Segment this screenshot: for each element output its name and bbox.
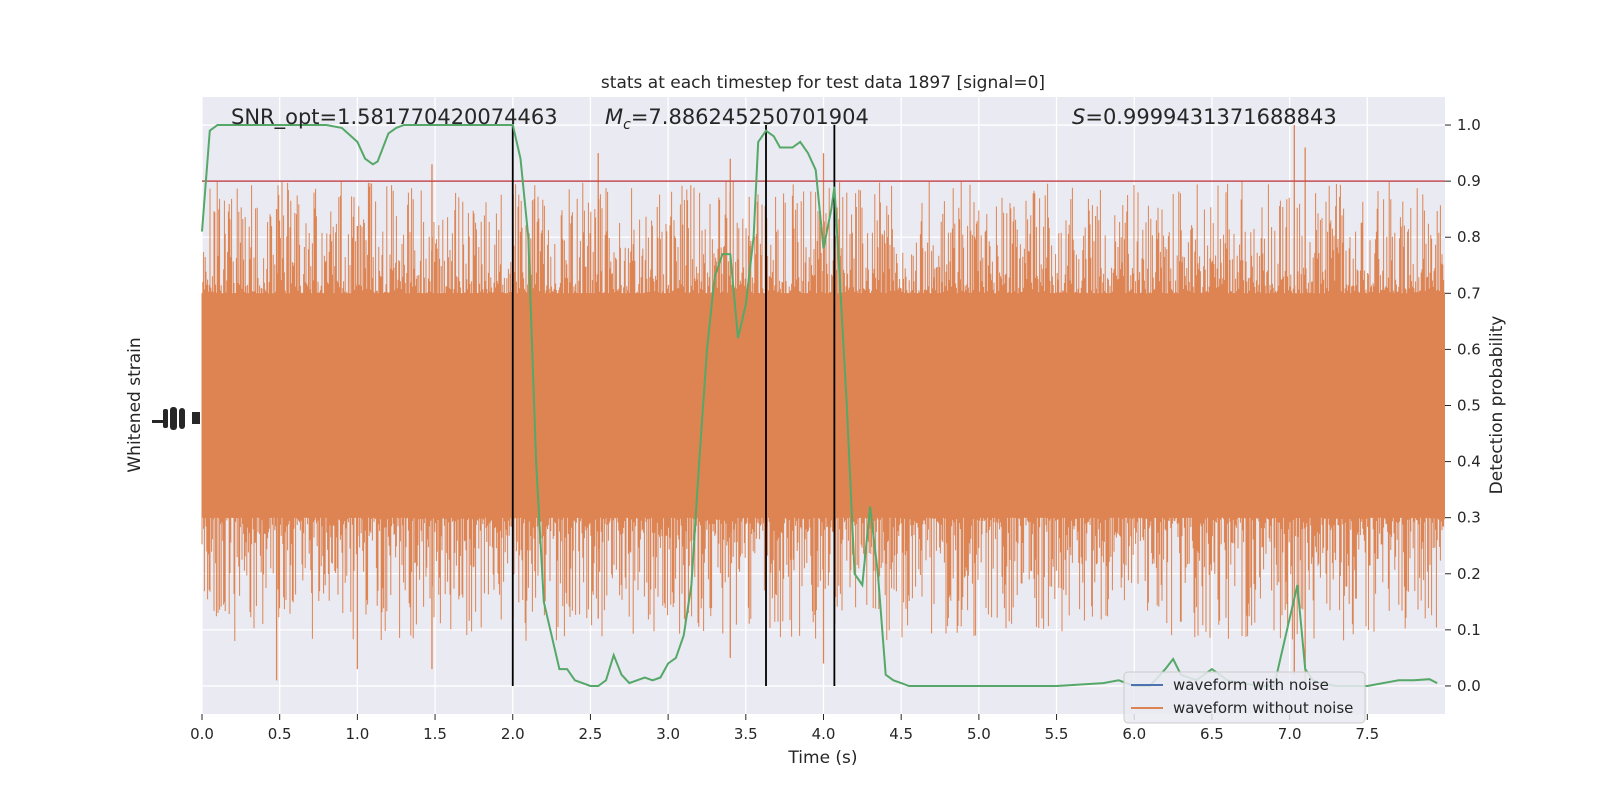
y-tick-label: 0.0 [1457, 677, 1481, 695]
y-tick-label: 1.0 [1457, 116, 1481, 134]
x-tick-label: 1.5 [423, 725, 447, 743]
x-tick-label: 7.5 [1355, 725, 1379, 743]
x-tick-label: 2.5 [579, 725, 603, 743]
x-tick-label: 3.5 [734, 725, 758, 743]
x-tick-label: 4.5 [889, 725, 913, 743]
left-axis-tick-cluster [152, 407, 200, 430]
x-tick-label: 0.0 [190, 725, 214, 743]
detection-probability-line [201, 124, 1438, 687]
chart-title: stats at each timestep for test data 189… [601, 73, 1045, 93]
y-tick-label: 0.4 [1457, 453, 1481, 471]
x-tick-label: 5.5 [1045, 725, 1069, 743]
x-tick-label: 3.0 [656, 725, 680, 743]
chirp-mass-subscript: c [623, 117, 631, 133]
x-tick-label: 4.0 [812, 725, 836, 743]
y-tick-label: 0.6 [1457, 340, 1481, 358]
x-tick-label: 0.5 [268, 725, 292, 743]
x-tick-label: 6.5 [1200, 725, 1224, 743]
s-annotation: S=0.9999431371688843 [1072, 105, 1337, 129]
legend: waveform with noise waveform without noi… [1123, 671, 1366, 724]
s-value: =0.9999431371688843 [1085, 105, 1336, 129]
y-tick-label: 0.9 [1457, 172, 1481, 190]
y-tick-label: 0.8 [1457, 228, 1481, 246]
y-axis-label-left: Whitened strain [125, 337, 145, 472]
legend-box [1123, 671, 1366, 724]
s-symbol: S [1072, 105, 1085, 129]
legend-label-without-noise: waveform without noise [1173, 699, 1353, 717]
waveform-without-noise-trace [201, 125, 1445, 686]
chirp-mass-symbol: M [605, 105, 623, 129]
x-tick-label: 2.0 [501, 725, 525, 743]
legend-label-with-noise: waveform with noise [1173, 676, 1329, 694]
y-tick-label: 0.3 [1457, 509, 1481, 527]
y-axis-ticks-right: 0.0 0.1 0.2 0.3 0.4 0.5 0.6 0.7 0.8 0.9 1.0 [1445, 116, 1481, 695]
x-axis-ticks: 0.0 0.5 1.0 1.5 2.0 2.5 3.0 3.5 4.0 4.5 5.0 5.5 6.0 6… [190, 714, 1379, 743]
waveform-spikes [201, 181, 1445, 641]
y-tick-label: 0.1 [1457, 621, 1481, 639]
chirp-mass-annotation: Mc=7.886245250701904 [605, 105, 869, 133]
x-tick-label: 6.0 [1122, 725, 1146, 743]
x-axis-label: Time (s) [787, 748, 857, 768]
y-axis-label-right: Detection probability [1487, 316, 1507, 495]
snr-annotation: SNR_opt=1.581770420074463 [231, 105, 558, 130]
x-tick-label: 7.0 [1278, 725, 1302, 743]
y-tick-label: 0.2 [1457, 565, 1481, 583]
chirp-mass-value: =7.886245250701904 [631, 105, 869, 129]
x-tick-label: 5.0 [967, 725, 991, 743]
vertical-markers [511, 125, 836, 686]
y-tick-label: 0.5 [1457, 397, 1481, 415]
x-tick-label: 1.0 [345, 725, 369, 743]
y-tick-label: 0.7 [1457, 284, 1481, 302]
